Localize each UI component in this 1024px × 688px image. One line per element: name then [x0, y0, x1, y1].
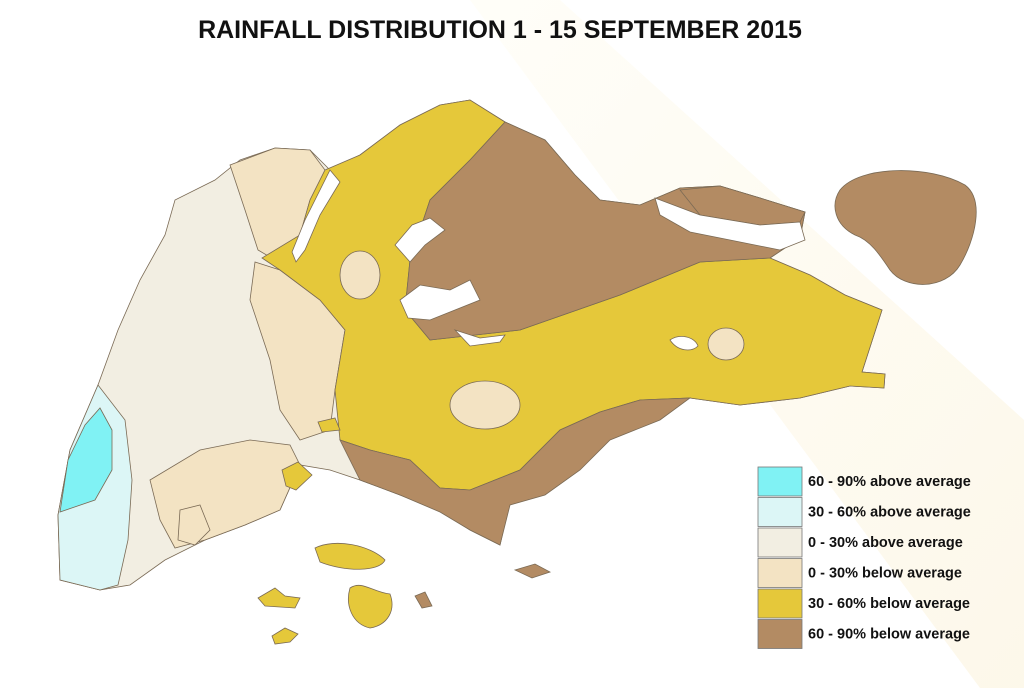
legend-label: 30 - 60% above average — [808, 504, 971, 520]
island — [281, 461, 313, 491]
region-60-90-above — [59, 407, 113, 513]
legend-label: 0 - 30% above average — [808, 535, 963, 551]
legend-label: 60 - 90% above average — [808, 474, 971, 490]
island-ubin — [834, 170, 977, 285]
reservoir — [394, 217, 446, 263]
legend-swatch — [757, 527, 803, 558]
island — [257, 587, 301, 609]
region-60-90-below — [339, 397, 692, 546]
island — [414, 591, 433, 609]
legend-swatch — [757, 497, 803, 527]
island — [271, 627, 299, 645]
reservoir — [399, 279, 481, 321]
map-regions — [57, 99, 977, 645]
reservoir — [669, 336, 699, 351]
legend: 60 - 90% above average 30 - 60% above ave… — [757, 466, 971, 649]
region-0-30-below — [339, 250, 381, 300]
island — [317, 417, 341, 433]
island — [348, 584, 393, 629]
legend-label: 30 - 60% below average — [808, 596, 970, 612]
legend-swatch — [757, 619, 803, 649]
river — [453, 329, 506, 347]
island — [513, 563, 552, 579]
legend-label: 0 - 30% below average — [808, 565, 962, 581]
map-title: RAINFALL DISTRIBUTION 1 - 15 SEPTEMBER 2… — [198, 16, 802, 44]
legend-label: 60 - 90% below average — [808, 626, 970, 642]
legend-swatch — [757, 466, 803, 497]
river — [291, 169, 341, 263]
region-0-30-below — [449, 380, 521, 430]
region-0-30-below — [707, 327, 745, 361]
legend-swatch — [757, 588, 803, 619]
legend-swatch — [757, 558, 803, 588]
island — [314, 542, 386, 570]
island — [177, 504, 211, 546]
strait — [654, 197, 806, 251]
